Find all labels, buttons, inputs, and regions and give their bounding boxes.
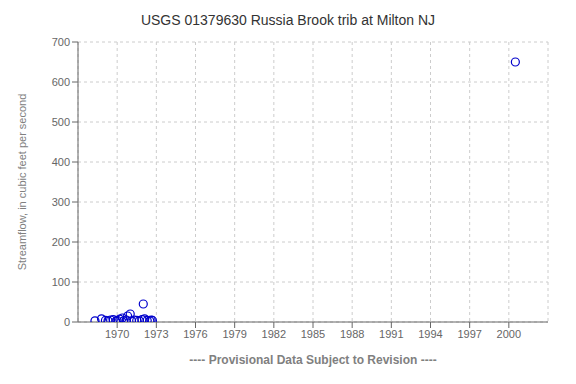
- svg-text:1979: 1979: [222, 328, 246, 340]
- svg-text:1994: 1994: [418, 328, 442, 340]
- svg-text:600: 600: [52, 76, 70, 88]
- svg-text:1982: 1982: [262, 328, 286, 340]
- svg-text:1997: 1997: [457, 328, 481, 340]
- svg-text:700: 700: [52, 36, 70, 48]
- svg-text:1988: 1988: [340, 328, 364, 340]
- svg-text:Streamflow, in cubic feet per: Streamflow, in cubic feet per second: [16, 94, 28, 271]
- html-text:USGS 01379630 Russia Brook tri: USGS 01379630 Russia Brook trib at Milto…: [140, 12, 436, 28]
- svg-text:500: 500: [52, 116, 70, 128]
- svg-text:1973: 1973: [144, 328, 168, 340]
- svg-text:300: 300: [52, 196, 70, 208]
- svg-text:1985: 1985: [301, 328, 325, 340]
- svg-text:1970: 1970: [105, 328, 129, 340]
- svg-text:200: 200: [52, 236, 70, 248]
- svg-text:2000: 2000: [497, 328, 521, 340]
- svg-text:400: 400: [52, 156, 70, 168]
- svg-text:---- Provisional Data Subject: ---- Provisional Data Subject to Revisio…: [189, 353, 436, 367]
- svg-text:1991: 1991: [379, 328, 403, 340]
- svg-text:100: 100: [52, 276, 70, 288]
- svg-text:1976: 1976: [183, 328, 207, 340]
- svg-text:0: 0: [64, 316, 70, 328]
